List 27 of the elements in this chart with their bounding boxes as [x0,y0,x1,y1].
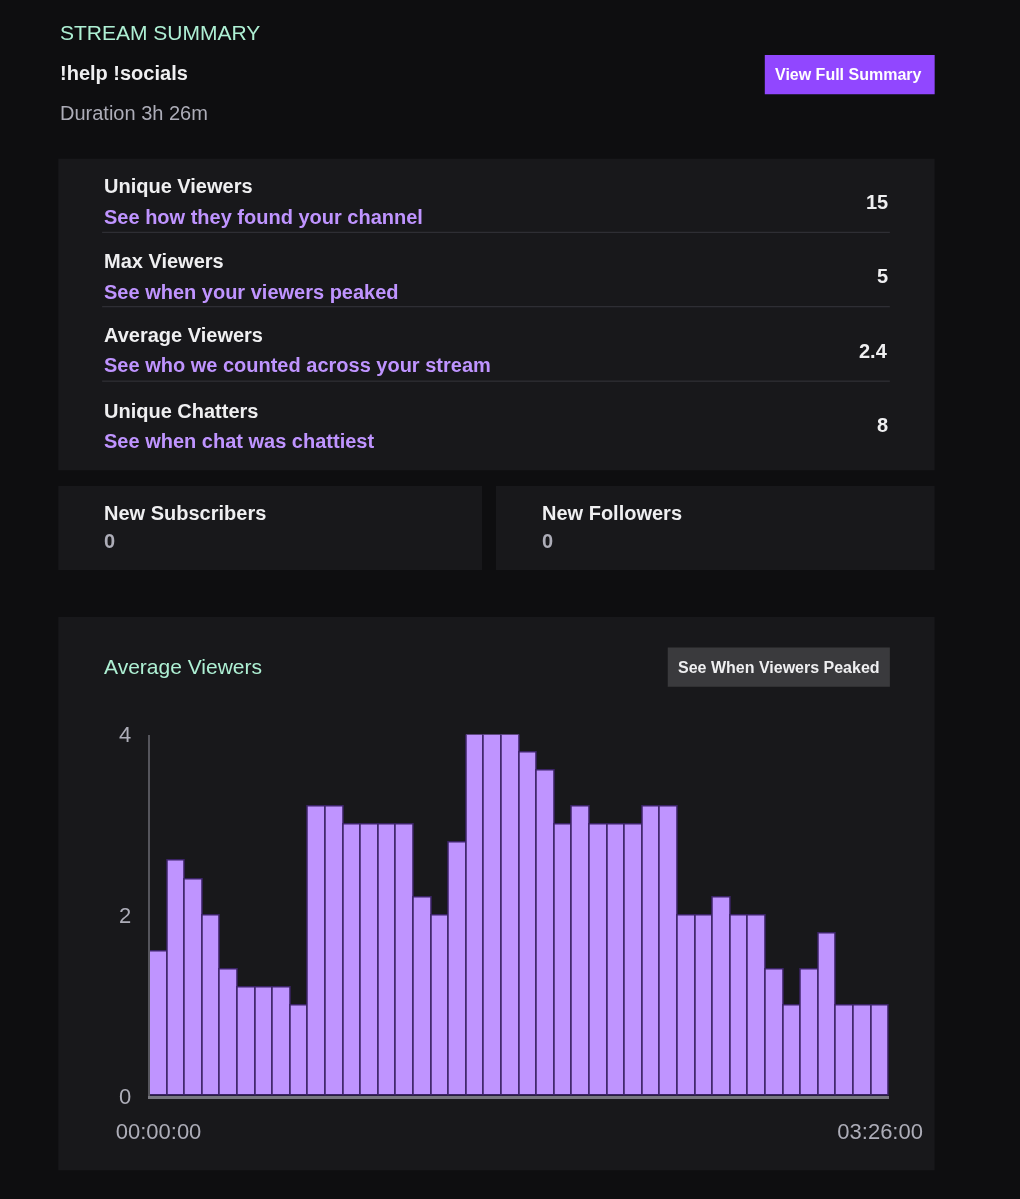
text: 2.4 [859,340,888,362]
text: Duration 3h 26m [60,102,208,124]
text: See when your viewers peaked [104,281,399,303]
text: Unique Viewers [104,175,253,197]
text: See When Viewers Peaked [678,659,880,676]
text: 15 [866,191,889,213]
text: See who we counted across your stream [104,354,491,376]
x-tick-label: 00:00:00 [115,1119,202,1145]
x-tick-label: 03:26:00 [837,1119,923,1145]
text: See how they found your channel [104,206,423,228]
text: New Followers [542,502,683,524]
text: See when chat was chattiest [104,430,375,452]
text: New Subscribers [104,502,267,524]
text: View Full Summary [775,66,922,83]
text: !help !socials [60,62,188,84]
text: 0 [104,530,116,552]
text: STREAM SUMMARY [60,21,261,44]
chart-title: Average Viewers [104,655,262,678]
text: 5 [877,265,889,287]
text: Max Viewers [104,250,224,272]
text: Unique Chatters [104,400,259,422]
y-tick-label: 2 [119,902,132,928]
y-tick-label: 4 [119,722,132,748]
text: 8 [877,414,889,436]
text: Average Viewers [104,324,263,346]
y-tick-label: 0 [119,1083,132,1109]
text: 0 [542,530,554,552]
